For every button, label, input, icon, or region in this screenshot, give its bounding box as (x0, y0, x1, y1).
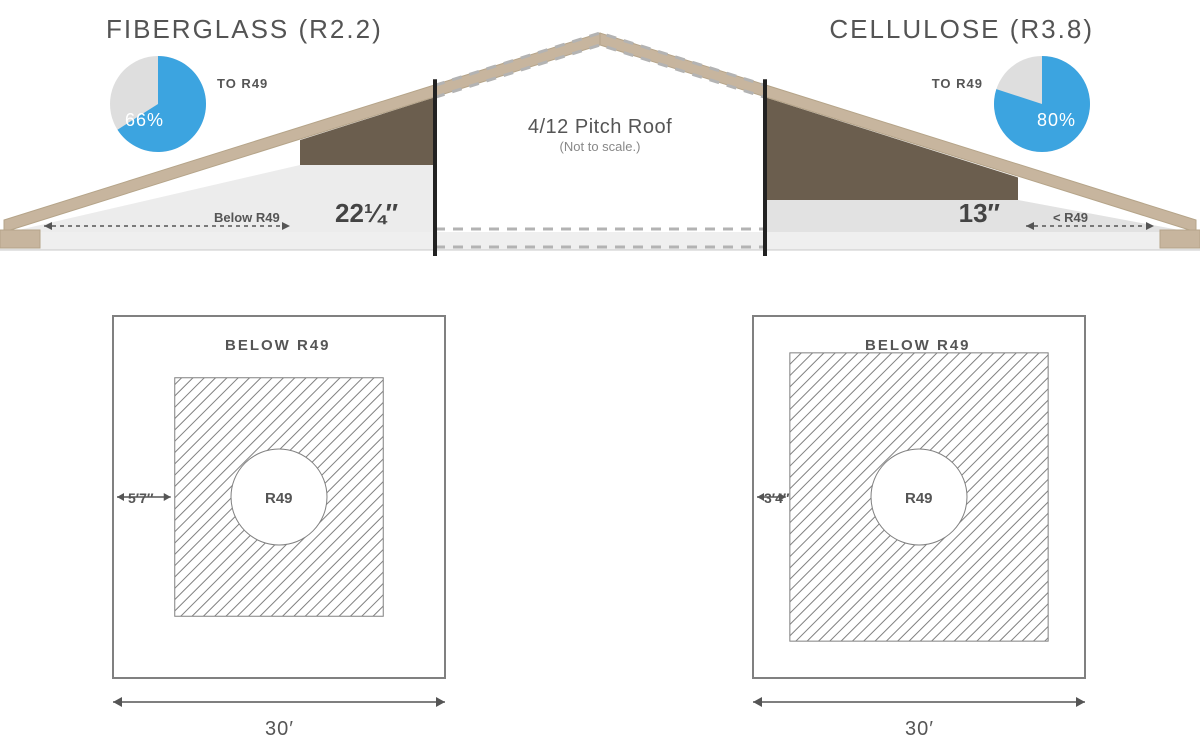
cellulose-plan-width: 30′ (905, 718, 934, 741)
fiberglass-below-label: Below R49 (214, 210, 280, 225)
fiberglass-plan-margin: 5′7″ (128, 490, 154, 506)
fiberglass-plan-width: 30′ (265, 718, 294, 741)
cellulose-plan-title: BELOW R49 (865, 337, 971, 354)
cellulose-below-label: < R49 (1053, 210, 1088, 225)
fiberglass-plan (83, 306, 475, 738)
cellulose-depth: 13″ (959, 198, 1000, 229)
fiberglass-depth: 22¼″ (335, 198, 398, 229)
fiberglass-plan-title: BELOW R49 (225, 337, 331, 354)
cellulose-plan-margin: 3′4″ (764, 490, 790, 506)
fiberglass-plan-center: R49 (265, 490, 293, 507)
cellulose-plan-center: R49 (905, 490, 933, 507)
cellulose-plan (723, 306, 1115, 738)
roof-cross-section (0, 0, 1200, 270)
